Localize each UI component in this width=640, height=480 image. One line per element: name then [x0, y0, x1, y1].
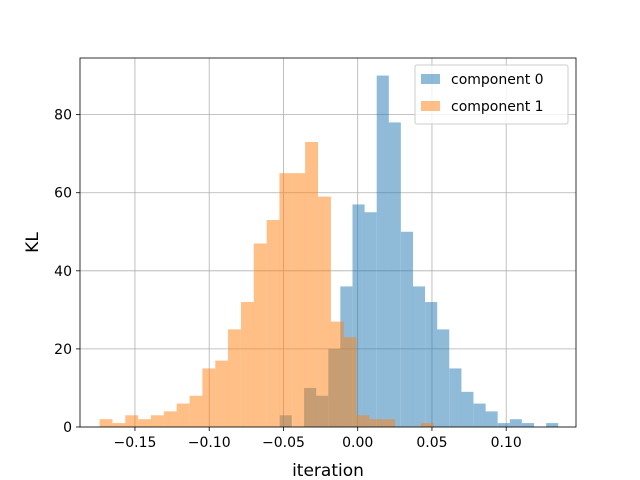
legend-label-component-1: component 1 [451, 99, 544, 115]
histogram-bar-component-0 [412, 286, 426, 427]
histogram-bar-component-1 [163, 411, 177, 427]
x-tick-label: −0.15 [113, 435, 156, 451]
histogram-bar-component-0 [497, 423, 510, 427]
histogram-bar-component-1 [382, 419, 396, 427]
histogram-bar-component-0 [473, 403, 486, 427]
histogram-bar-component-1 [266, 220, 280, 427]
histogram-bar-component-1 [292, 173, 306, 427]
ticks-layer: −0.15 −0.10 −0.05 0.00 0.05 0.10 0 20 40 60 80 [54, 108, 522, 451]
histogram-bar-component-1 [228, 329, 241, 427]
histogram-bar-component-0 [376, 75, 389, 428]
histogram-bar-component-0 [461, 391, 474, 427]
y-tick-label: 0 [63, 420, 72, 436]
histogram-bar-component-1 [150, 415, 164, 427]
histogram-bar-component-1 [369, 419, 383, 427]
histogram-bar-component-0 [364, 212, 377, 427]
histogram-bar-component-1 [356, 415, 370, 427]
histogram-bar-component-1 [99, 419, 113, 427]
legend-box [414, 64, 569, 125]
bars-layer [99, 75, 559, 428]
histogram-bar-component-1 [202, 368, 216, 427]
histogram-bar-component-1 [112, 423, 126, 427]
x-axis-label: iteration [292, 461, 364, 480]
legend: component 0 component 1 [414, 64, 569, 125]
x-tick-label: 0.05 [416, 435, 447, 451]
histogram-bar-component-1 [253, 243, 267, 427]
legend-swatch-component-0 [421, 74, 440, 84]
histogram-bar-component-1 [305, 141, 318, 427]
x-tick-label: −0.05 [262, 435, 305, 451]
histogram-bar-component-1 [189, 395, 203, 427]
histogram-bar-component-0 [437, 329, 450, 427]
x-tick-label: 0.00 [342, 435, 373, 451]
histogram-bar-component-1 [138, 419, 152, 427]
histogram-bar-component-0 [388, 122, 401, 427]
histogram-bar-component-0 [546, 423, 559, 427]
plot-frame [79, 57, 577, 428]
histogram-bar-component-1 [343, 337, 357, 427]
histogram-bar-component-1 [176, 403, 190, 427]
histogram-bar-component-0 [425, 302, 438, 427]
histogram-bar-component-1 [318, 196, 331, 427]
histogram-bar-component-0 [509, 419, 522, 427]
histogram-bar-component-1 [420, 423, 434, 427]
histogram-bar-component-1 [240, 302, 254, 427]
histogram-bar-component-0 [449, 368, 462, 427]
histogram-bar-component-0 [400, 231, 414, 427]
y-tick-label: 80 [54, 108, 72, 124]
histogram-bar-component-0 [521, 423, 535, 427]
histogram-bar-component-1 [330, 321, 344, 427]
legend-label-component-0: component 0 [451, 72, 544, 88]
histogram-bar-component-1 [125, 415, 139, 427]
legend-swatch-component-1 [421, 101, 440, 111]
x-tick-label: 0.10 [491, 435, 522, 451]
histogram-bar-component-1 [279, 173, 293, 427]
x-tick-label: −0.10 [188, 435, 231, 451]
histogram-bar-component-0 [485, 411, 498, 427]
histogram-bar-component-1 [215, 360, 229, 427]
y-tick-label: 20 [54, 342, 72, 358]
y-tick-label: 60 [54, 186, 72, 202]
y-tick-label: 40 [54, 264, 72, 280]
y-axis-label: KL [23, 232, 43, 253]
